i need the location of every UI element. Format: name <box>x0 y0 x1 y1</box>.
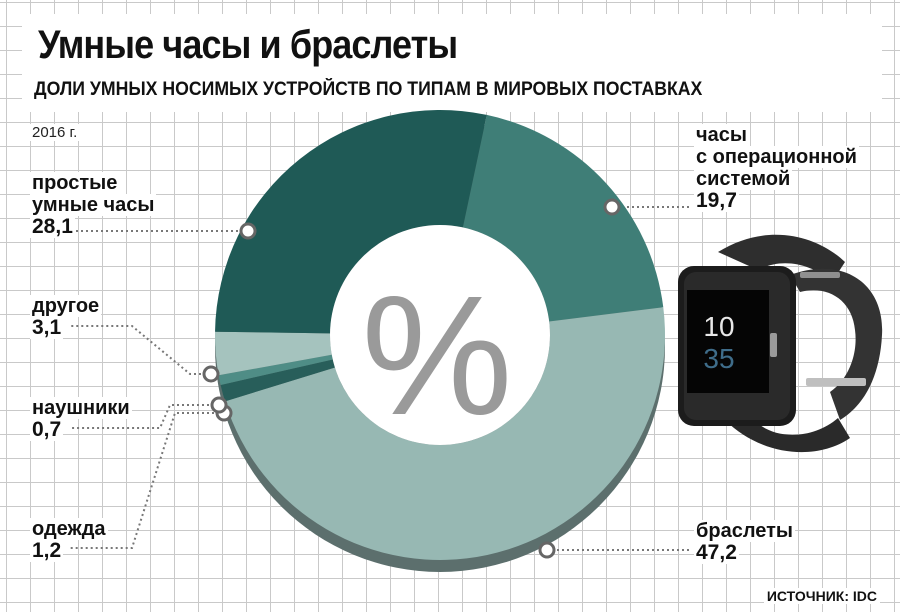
label-os-watch-value: 19,7 <box>694 189 739 212</box>
label-other-line1: другое <box>30 295 102 317</box>
label-os-watch-line1: часы <box>694 124 749 146</box>
label-bracelets-value: 47,2 <box>694 541 739 564</box>
label-clothing-value: 1,2 <box>30 539 64 562</box>
marker-4 <box>202 365 220 383</box>
marker-1 <box>538 541 556 559</box>
donut-hole <box>330 225 550 445</box>
connector-3 <box>70 404 219 429</box>
label-os-watch-line3: системой <box>694 168 793 190</box>
chart-subtitle: ДОЛИ УМНЫХ НОСИМЫХ УСТРОЙСТВ ПО ТИПАМ В … <box>34 79 703 100</box>
label-other: другое 3,1 <box>30 295 102 339</box>
connector-lines <box>70 206 690 551</box>
header-panel <box>22 14 882 112</box>
label-other-value: 3,1 <box>30 316 64 339</box>
label-headphones-value: 0,7 <box>30 418 64 441</box>
slice-2 <box>220 359 335 402</box>
label-simple-line1: простые <box>30 172 120 194</box>
connector-4 <box>70 325 211 375</box>
year-note: 2016 г. <box>30 124 80 141</box>
label-simple: простые умные часы 28,1 <box>30 172 157 238</box>
slice-markers <box>202 198 621 559</box>
label-clothing: одежда 1,2 <box>30 518 108 562</box>
watch-hour: 10 <box>703 311 734 342</box>
label-bracelets-line1: браслеты <box>694 520 795 542</box>
slice-5 <box>215 109 487 334</box>
label-os-watch: часы с операционной системой 19,7 <box>694 124 859 212</box>
watch-minute: 35 <box>703 343 734 374</box>
marker-3 <box>210 396 228 414</box>
label-bracelets: браслеты 47,2 <box>694 520 795 564</box>
label-clothing-line1: одежда <box>30 518 108 540</box>
percent-symbol: % <box>361 261 512 451</box>
slice-1 <box>225 307 665 560</box>
label-simple-line2: умные часы <box>30 194 157 216</box>
label-os-watch-line2: с операционной <box>694 146 859 168</box>
marker-5 <box>239 222 257 240</box>
slice-3 <box>218 354 333 386</box>
smartwatch-image: 10 35 <box>678 234 883 453</box>
label-headphones-line1: наушники <box>30 397 132 419</box>
chart-title: Умные часы и браслеты <box>38 23 458 67</box>
donut-slices <box>214 109 665 560</box>
label-headphones: наушники 0,7 <box>30 397 132 441</box>
label-simple-value: 28,1 <box>30 215 75 238</box>
slice-0 <box>462 114 664 322</box>
connector-2 <box>70 412 224 549</box>
source-note: ИСТОЧНИК: IDC <box>763 588 880 604</box>
slice-4 <box>214 331 332 376</box>
marker-0 <box>603 198 621 216</box>
